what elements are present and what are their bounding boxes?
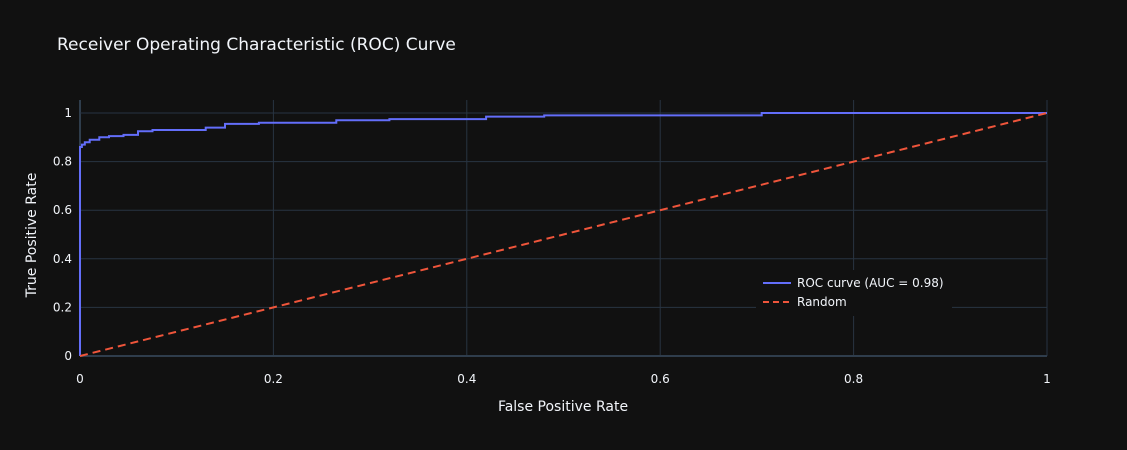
y-axis-ticks: 0 0.2 0.4 0.6 0.8 1 [53, 106, 72, 363]
x-axis-ticks: 0 0.2 0.4 0.6 0.8 1 [76, 372, 1051, 386]
x-axis-label: False Positive Rate [498, 399, 628, 415]
y-axis-label: True Positive Rate [24, 173, 40, 299]
y-tick-label: 0.8 [53, 155, 72, 169]
y-tick-label: 0 [64, 349, 72, 363]
series-line-roc[interactable] [79, 112, 1047, 356]
chart-title: Receiver Operating Characteristic (ROC) … [57, 35, 456, 55]
legend-label-random: Random [797, 295, 847, 309]
x-tick-label: 0.6 [651, 372, 670, 386]
legend-label-roc: ROC curve (AUC = 0.98) [797, 276, 944, 290]
legend[interactable]: ROC curve (AUC = 0.98) Random [756, 270, 952, 316]
grid-lines [79, 100, 1048, 357]
legend-item-random[interactable]: Random [763, 295, 847, 309]
legend-background [756, 270, 952, 316]
x-tick-label: 0 [76, 372, 84, 386]
series-layer [79, 112, 1048, 357]
legend-item-roc[interactable]: ROC curve (AUC = 0.98) [763, 276, 944, 290]
y-tick-label: 0.2 [53, 300, 72, 314]
series-line-random[interactable] [79, 112, 1048, 357]
y-tick-label: 0.4 [53, 252, 72, 266]
x-tick-label: 1 [1043, 372, 1051, 386]
y-tick-label: 1 [64, 106, 72, 120]
x-tick-label: 0.8 [844, 372, 863, 386]
y-tick-label: 0.6 [53, 203, 72, 217]
x-tick-label: 0.2 [264, 372, 283, 386]
x-tick-label: 0.4 [457, 372, 476, 386]
